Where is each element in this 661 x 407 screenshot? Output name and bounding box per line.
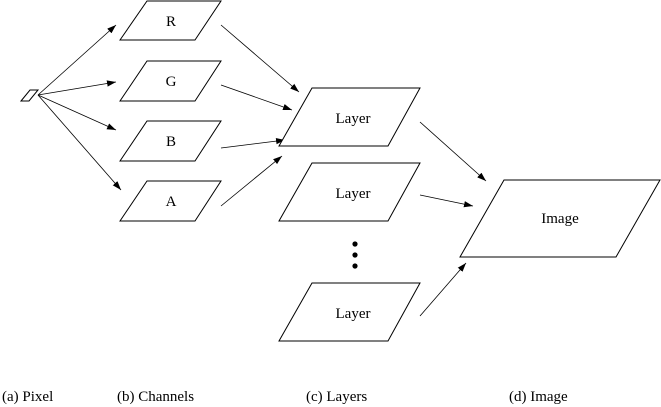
layer-1-label: Layer: [336, 111, 371, 127]
channel-r-label: R: [166, 14, 176, 30]
image-label: Image: [541, 211, 579, 227]
image-node: Image: [459, 179, 661, 258]
edge-r-to-layer: [220, 24, 300, 93]
edge-pixel-to-r: [37, 24, 117, 96]
layer-to-image-edges: [419, 121, 487, 317]
layer-3-label: Layer: [336, 306, 371, 322]
pixel-to-channel-edges: [37, 24, 122, 191]
edge-pixel-to-g: [37, 80, 117, 96]
pixel-shape: [19, 89, 40, 102]
pixel-node: [19, 89, 40, 102]
layer-3-node: Layer: [278, 282, 421, 342]
channel-g-label: G: [166, 74, 177, 90]
ellipsis-dot-2: [352, 252, 358, 258]
layer-1-shape: [278, 87, 421, 147]
caption-image: (d) Image: [509, 389, 568, 405]
layer-2-shape: [278, 162, 421, 222]
ellipsis-dots: [352, 241, 358, 269]
image-shape: [459, 179, 661, 258]
ellipsis-dot-3: [352, 263, 358, 269]
channel-b-label: B: [166, 134, 176, 150]
caption-layers: (c) Layers: [306, 389, 367, 405]
channel-g-node: G: [119, 60, 222, 102]
layer-2-label: Layer: [336, 186, 371, 202]
channel-a-node: A: [119, 180, 222, 222]
channel-g-shape: [119, 60, 222, 102]
layer-3-shape: [278, 282, 421, 342]
edge-layer3-to-image: [419, 262, 467, 317]
channel-to-layer-edges: [220, 24, 300, 207]
ellipsis-dot-1: [352, 241, 358, 247]
edge-pixel-to-b: [37, 94, 117, 131]
channel-b-shape: [119, 120, 222, 162]
edge-g-to-layer: [220, 84, 293, 111]
captions: (a) Pixel (b) Channels (c) Layers (d) Im…: [2, 389, 568, 405]
edge-b-to-layer: [220, 137, 286, 149]
channel-b-node: B: [119, 120, 222, 162]
channel-a-label: A: [166, 194, 177, 210]
channel-r-shape: [119, 0, 222, 41]
edge-layer2-to-image: [419, 194, 474, 208]
caption-pixel: (a) Pixel: [2, 389, 53, 405]
layer-2-node: Layer: [278, 162, 421, 222]
edge-layer1-to-image: [419, 121, 487, 182]
edge-a-to-layer: [220, 155, 283, 207]
edge-pixel-to-a: [37, 94, 122, 191]
caption-channels: (b) Channels: [117, 389, 194, 405]
layer-1-node: Layer: [278, 87, 421, 147]
channel-a-shape: [119, 180, 222, 222]
channel-r-node: R: [119, 0, 222, 41]
